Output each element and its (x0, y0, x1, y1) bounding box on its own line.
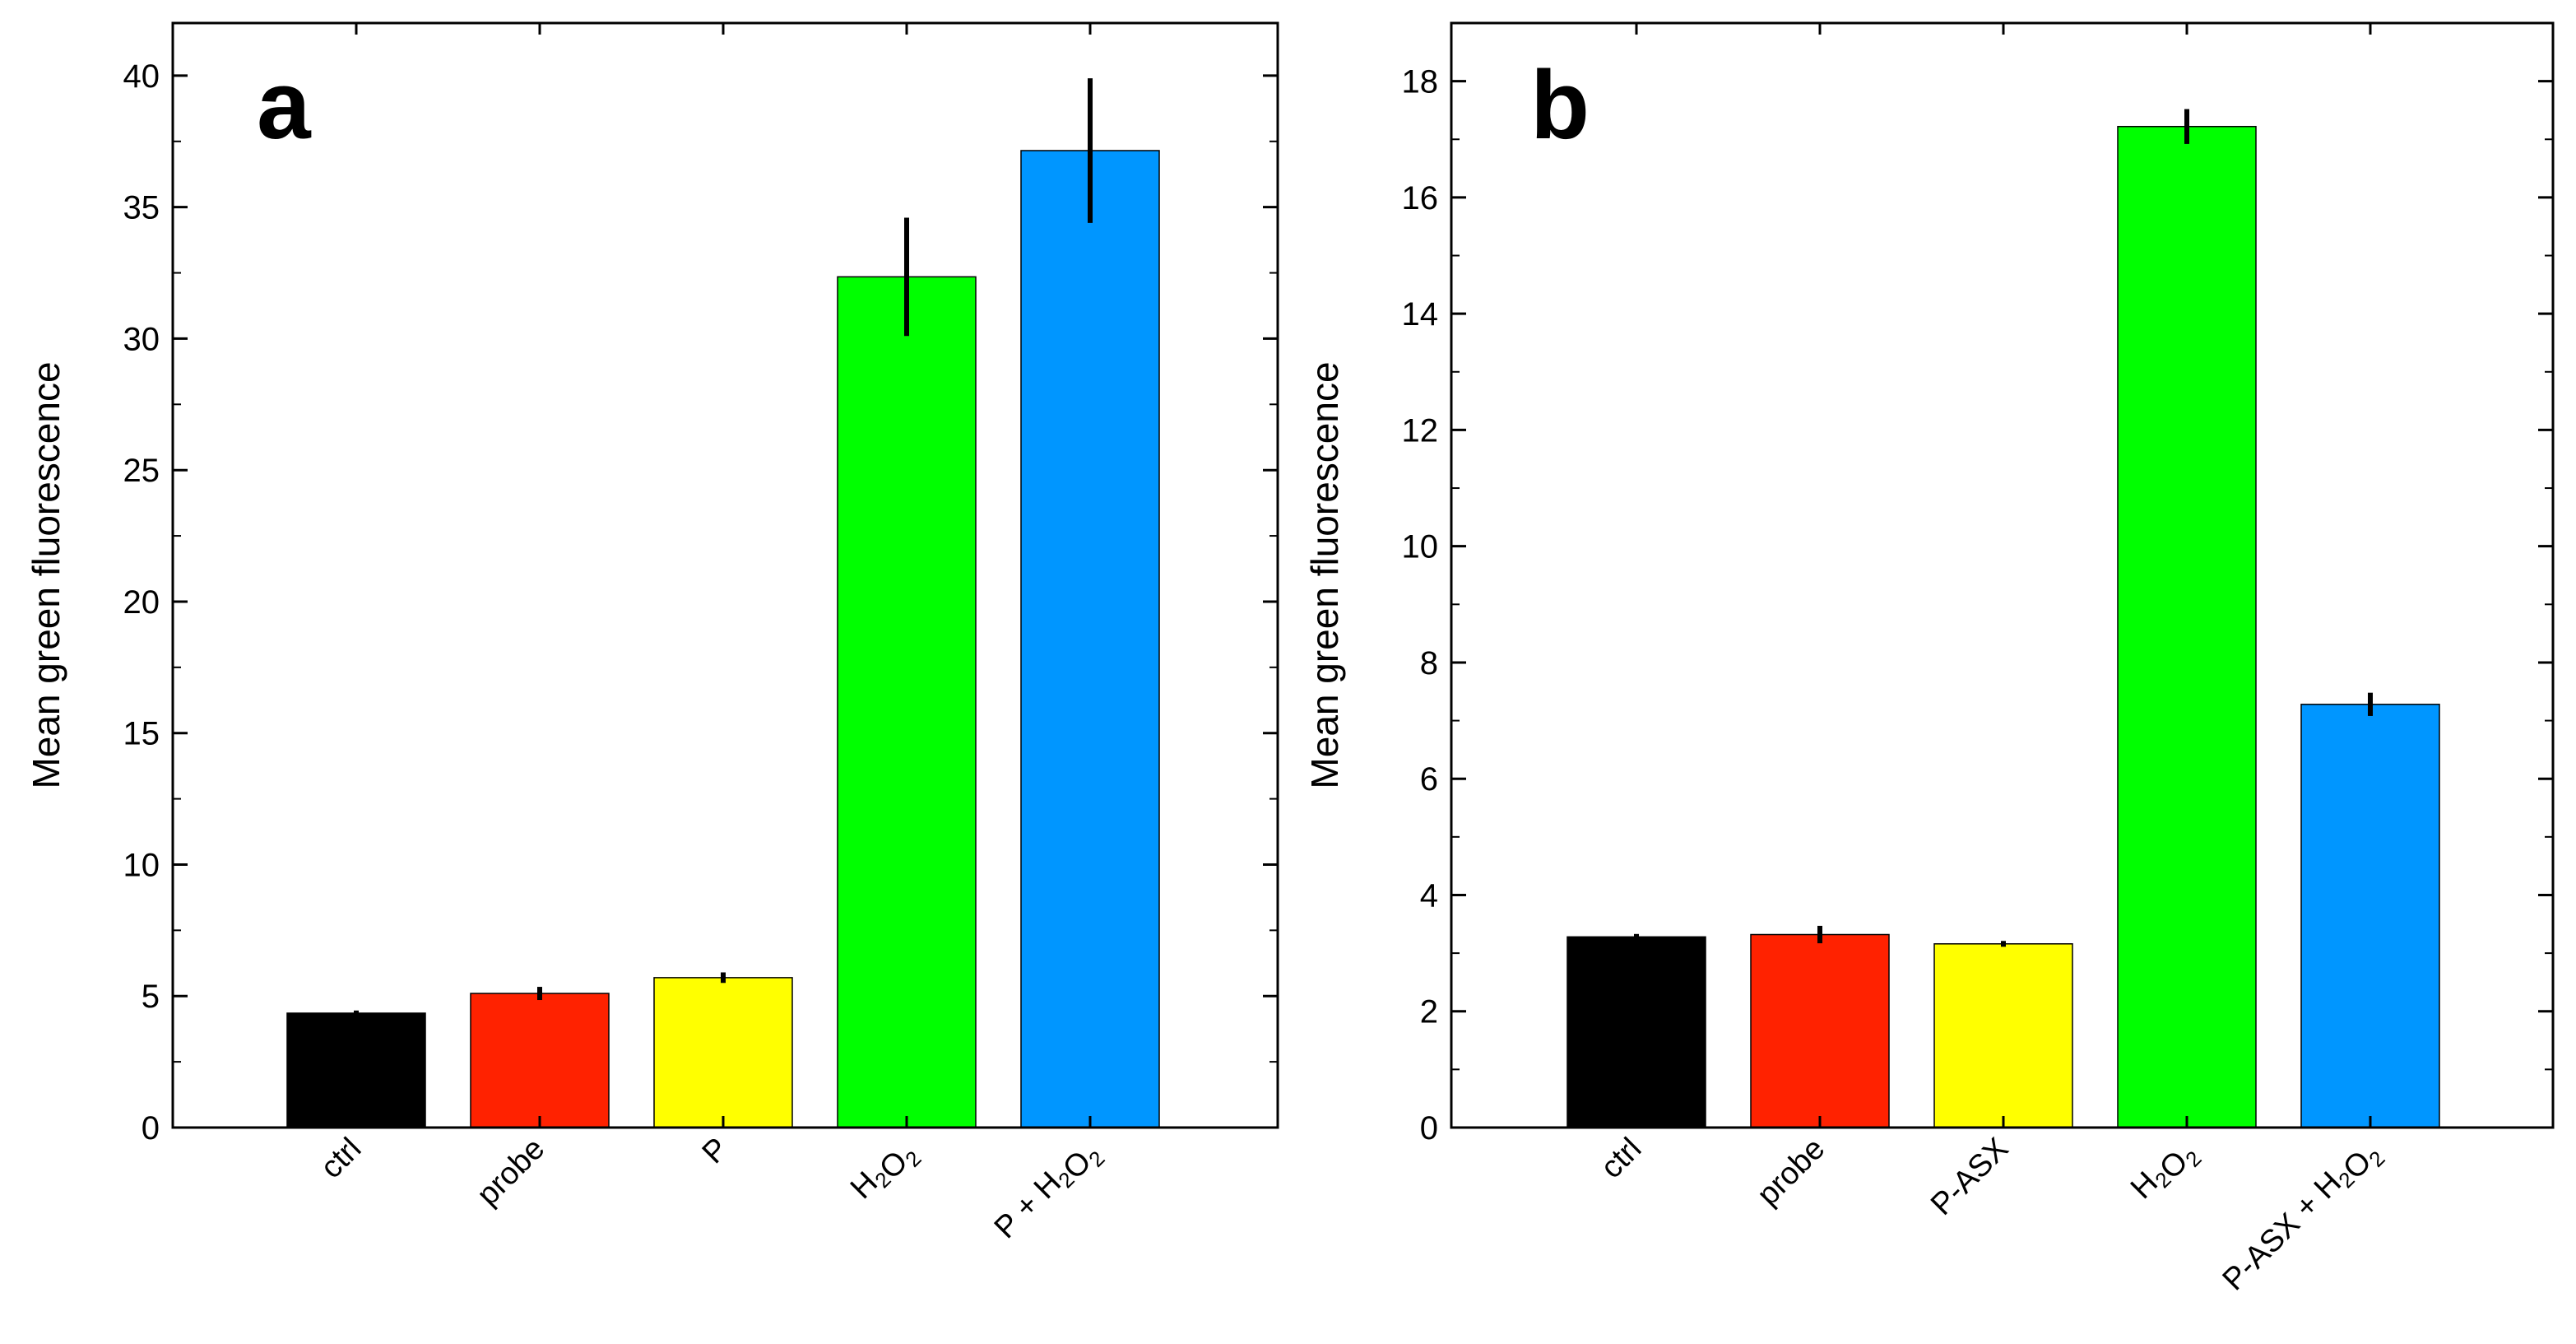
ytick-label-a-8: 40 (123, 58, 160, 95)
ytick-label-a-1: 5 (142, 979, 160, 1015)
ytick-label-a-3: 15 (123, 716, 160, 752)
ytick-label-a-5: 25 (123, 453, 160, 489)
ytick-label-b-3: 6 (1420, 761, 1438, 798)
ytick-label-b-9: 18 (1402, 64, 1439, 100)
bar-a-1 (470, 993, 610, 1128)
category-label-a-2: P (696, 1132, 736, 1171)
bar-a-0 (286, 1012, 426, 1128)
bar-a-4 (1020, 150, 1160, 1128)
ytick-label-a-2: 10 (123, 847, 160, 883)
category-label-b-1: probe (1751, 1132, 1831, 1212)
chart-panel-a: 0 5 10 15 20 25 30 35 40 ctrl probe P H2O2 P + H2O2 Me… (25, 21, 1279, 1253)
ytick-label-a-6: 30 (123, 321, 160, 357)
category-label-b-2: P-ASX (1924, 1132, 2015, 1222)
ytick-label-b-5: 10 (1402, 529, 1439, 565)
bar-b-0 (1566, 936, 1706, 1128)
bar-a-2 (653, 977, 793, 1128)
bar-b-3 (2117, 125, 2257, 1128)
bar-a-3 (837, 276, 977, 1128)
y-axis-title-a: Mean green fluorescence (25, 361, 67, 788)
ytick-label-a-0: 0 (142, 1110, 160, 1146)
ytick-label-b-2: 4 (1420, 877, 1438, 914)
ytick-label-b-8: 16 (1402, 180, 1439, 216)
panel-label-a: a (257, 51, 312, 160)
category-label-b-0: ctrl (1594, 1132, 1649, 1186)
category-label-a-3: H2O2 (844, 1132, 926, 1214)
category-label-b-4: P-ASX + H2O2 (2216, 1132, 2390, 1305)
bar-b-4 (2300, 704, 2440, 1128)
bar-b-1 (1750, 933, 1890, 1128)
ytick-label-b-6: 12 (1402, 412, 1439, 449)
ytick-label-a-7: 35 (123, 190, 160, 226)
category-label-a-4: P + H2O2 (988, 1132, 1110, 1253)
category-label-a-1: probe (471, 1132, 551, 1212)
ytick-label-b-7: 14 (1402, 296, 1439, 333)
bar-b-2 (1933, 943, 2073, 1128)
category-label-b-3: H2O2 (2124, 1132, 2207, 1214)
ytick-label-a-4: 20 (123, 584, 160, 621)
y-axis-title-b: Mean green fluorescence (1303, 361, 1346, 788)
ytick-label-b-1: 2 (1420, 994, 1438, 1030)
category-label-a-0: ctrl (314, 1132, 369, 1186)
axes-frame-a (171, 21, 1279, 1129)
ytick-label-b-0: 0 (1420, 1110, 1438, 1146)
panel-label-b: b (1530, 51, 1590, 160)
ytick-label-b-4: 8 (1420, 645, 1438, 681)
